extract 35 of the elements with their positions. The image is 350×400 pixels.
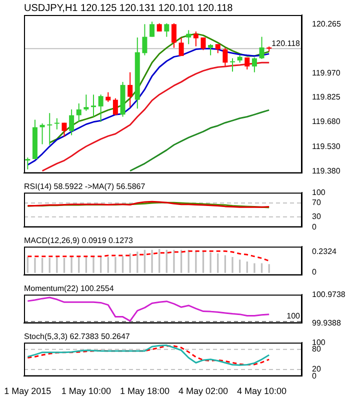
y-tick-label: 30 xyxy=(312,212,322,222)
y-tick-label: 0 xyxy=(312,222,317,232)
y-tick-label: 0 xyxy=(312,268,317,277)
y-tick-label: 119.380 xyxy=(312,166,341,176)
y-tick-label: 119.970 xyxy=(312,68,341,78)
chart-title: USDJPY,H1 120.125 120.131 120.101 120.118 xyxy=(24,2,234,14)
chart-title: Momentum(22) 100.2554 xyxy=(24,284,114,294)
y-tick-label: 70 xyxy=(312,198,322,208)
candlestick xyxy=(47,113,52,145)
chart-title: MACD(12,26,9) 0.0919 0.1273 xyxy=(24,236,134,246)
y-tick-label: 99.9388 xyxy=(312,318,342,328)
x-tick-label: 1 May 2015 xyxy=(4,386,52,396)
candlestick xyxy=(91,94,96,117)
y-tick-label: 0 xyxy=(312,371,317,380)
y-tick-label: 20 xyxy=(312,364,322,374)
y-tick-label: 100 xyxy=(312,338,326,347)
y-tick-label: 120.265 xyxy=(312,19,342,28)
x-tick-label: 4 May 10:00 xyxy=(237,386,287,396)
x-tick-label: 1 May 18:00 xyxy=(120,386,170,396)
ref-line-label: 100 xyxy=(286,312,301,321)
y-tick-label: 80 xyxy=(312,344,322,354)
y-tick-label: 119.680 xyxy=(312,116,341,126)
x-tick-label: 1 May 10:00 xyxy=(61,386,111,396)
y-tick-label: 100.9738 xyxy=(312,290,346,299)
line-series xyxy=(26,250,270,262)
chart-title: RSI(14) 58.5922 ->MA(7) 56.5867 xyxy=(24,182,146,192)
y-tick-label: 119.825 xyxy=(312,92,341,102)
y-tick-label: 119.530 xyxy=(312,142,341,151)
x-tick-label: 4 May 02:00 xyxy=(178,386,228,396)
y-tick-label: 100 xyxy=(312,188,326,197)
candlestick xyxy=(230,58,235,72)
chart-title: Stoch(5,3,3) 62.7383 50.2647 xyxy=(24,332,130,342)
ref-line-label: 120.118 xyxy=(272,38,301,48)
candlestick xyxy=(54,118,60,130)
y-tick-label: 0.2324 xyxy=(312,246,338,256)
